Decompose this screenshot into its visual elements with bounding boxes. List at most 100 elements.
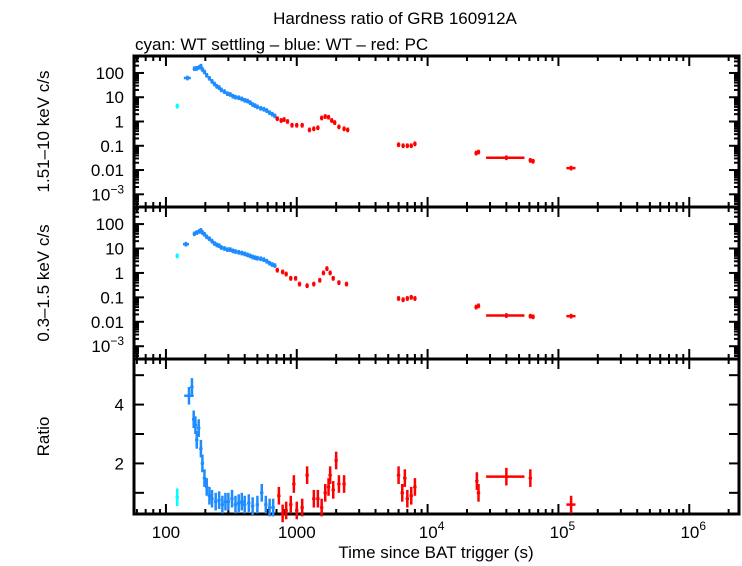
- data-point: [219, 245, 223, 250]
- data-point: [337, 475, 341, 493]
- data-point: [222, 246, 227, 251]
- data-point: [260, 484, 264, 502]
- data-point: [265, 258, 269, 264]
- data-point: [289, 275, 293, 281]
- y-tick-label: 100: [96, 215, 124, 234]
- data-point: [236, 494, 241, 512]
- data-point: [222, 89, 227, 94]
- data-point: [396, 142, 401, 148]
- y-tick-label: 1: [115, 264, 124, 283]
- data-point: [183, 75, 191, 81]
- data-point: [262, 257, 266, 263]
- data-point: [220, 495, 225, 514]
- data-point: [312, 126, 316, 132]
- data-point: [267, 110, 272, 116]
- data-point: [319, 115, 324, 121]
- data-point: [175, 253, 179, 259]
- data-point: [255, 495, 260, 514]
- data-point: [331, 275, 335, 281]
- data-point: [267, 498, 272, 517]
- y-tick-label: 0.01: [91, 161, 124, 180]
- data-point: [566, 495, 576, 514]
- data-point: [475, 472, 479, 490]
- data-point: [228, 92, 232, 97]
- data-point: [202, 69, 207, 75]
- data-point: [282, 117, 286, 122]
- plot-frame: [132, 205, 741, 361]
- data-point: [182, 241, 189, 247]
- data-point: [250, 497, 255, 515]
- data-point: [292, 475, 296, 493]
- y-axis-label: Ratio: [34, 417, 53, 457]
- x-tick-label: 106: [680, 519, 706, 542]
- data-point: [326, 478, 331, 496]
- data-point: [271, 498, 275, 517]
- plot-frame: [132, 357, 741, 516]
- data-point: [247, 494, 251, 512]
- data-point: [295, 122, 299, 128]
- data-point: [204, 234, 209, 240]
- data-point: [284, 501, 288, 520]
- data-point: [316, 125, 320, 131]
- data-point: [344, 281, 349, 287]
- series-wt_settling: [175, 253, 179, 259]
- data-point: [329, 118, 334, 123]
- y-tick-label: 1: [115, 113, 124, 132]
- data-point: [332, 120, 337, 125]
- data-point: [396, 296, 401, 301]
- data-point: [240, 250, 244, 256]
- data-point: [230, 489, 234, 508]
- series-wt: [182, 228, 277, 268]
- y-tick-label: 10: [105, 88, 124, 107]
- data-point: [207, 75, 212, 81]
- data-point: [236, 95, 241, 101]
- data-point: [226, 492, 231, 511]
- data-point: [264, 495, 268, 514]
- data-point: [328, 270, 332, 276]
- data-point: [476, 303, 481, 309]
- data-point: [200, 454, 205, 473]
- series-pc: [275, 266, 576, 320]
- panel-2: 100 10 1 0.1 0.01 10−3 0.3–1.5 keV c/s: [34, 205, 741, 361]
- x-tick-label-exponent: 4: [438, 519, 445, 533]
- data-point: [413, 478, 417, 496]
- data-point: [233, 249, 238, 254]
- data-point: [405, 296, 410, 301]
- data-point: [290, 122, 294, 128]
- data-point: [413, 296, 417, 301]
- data-point: [262, 106, 266, 112]
- x-tick-label: 104: [419, 519, 445, 542]
- data-point: [305, 283, 309, 289]
- data-point: [331, 481, 335, 499]
- y-tick-label: 0.1: [100, 288, 124, 307]
- y-tick-label-exponent: −3: [110, 334, 124, 348]
- data-point: [323, 484, 327, 502]
- x-tick-label: 105: [550, 519, 576, 542]
- y-tick-label: 10: [105, 240, 124, 259]
- data-point: [476, 484, 481, 502]
- x-tick-label-exponent: 5: [569, 519, 576, 533]
- data-point: [486, 313, 525, 318]
- data-point: [175, 488, 179, 507]
- data-point: [342, 475, 346, 493]
- data-point: [196, 419, 201, 437]
- data-point: [190, 378, 194, 396]
- data-point: [312, 281, 316, 287]
- data-point: [318, 277, 322, 283]
- y-tick-label: 2: [115, 454, 124, 473]
- data-point: [405, 489, 410, 508]
- data-point: [325, 266, 329, 272]
- data-point: [270, 111, 274, 117]
- x-tick-label: 1000: [278, 523, 316, 542]
- x-axis-label: Time since BAT trigger (s): [338, 543, 533, 562]
- data-point: [401, 297, 405, 303]
- data-point: [207, 486, 212, 505]
- data-point: [409, 294, 413, 300]
- y-tick-label: 4: [115, 396, 124, 415]
- data-point: [219, 87, 223, 93]
- chart-subtitle: cyan: WT settling – blue: WT – red: PC: [135, 35, 428, 54]
- data-point: [295, 501, 299, 520]
- series-wt_settling: [175, 488, 179, 507]
- data-point: [566, 165, 576, 171]
- y-tick-label-exponent: −3: [110, 182, 124, 196]
